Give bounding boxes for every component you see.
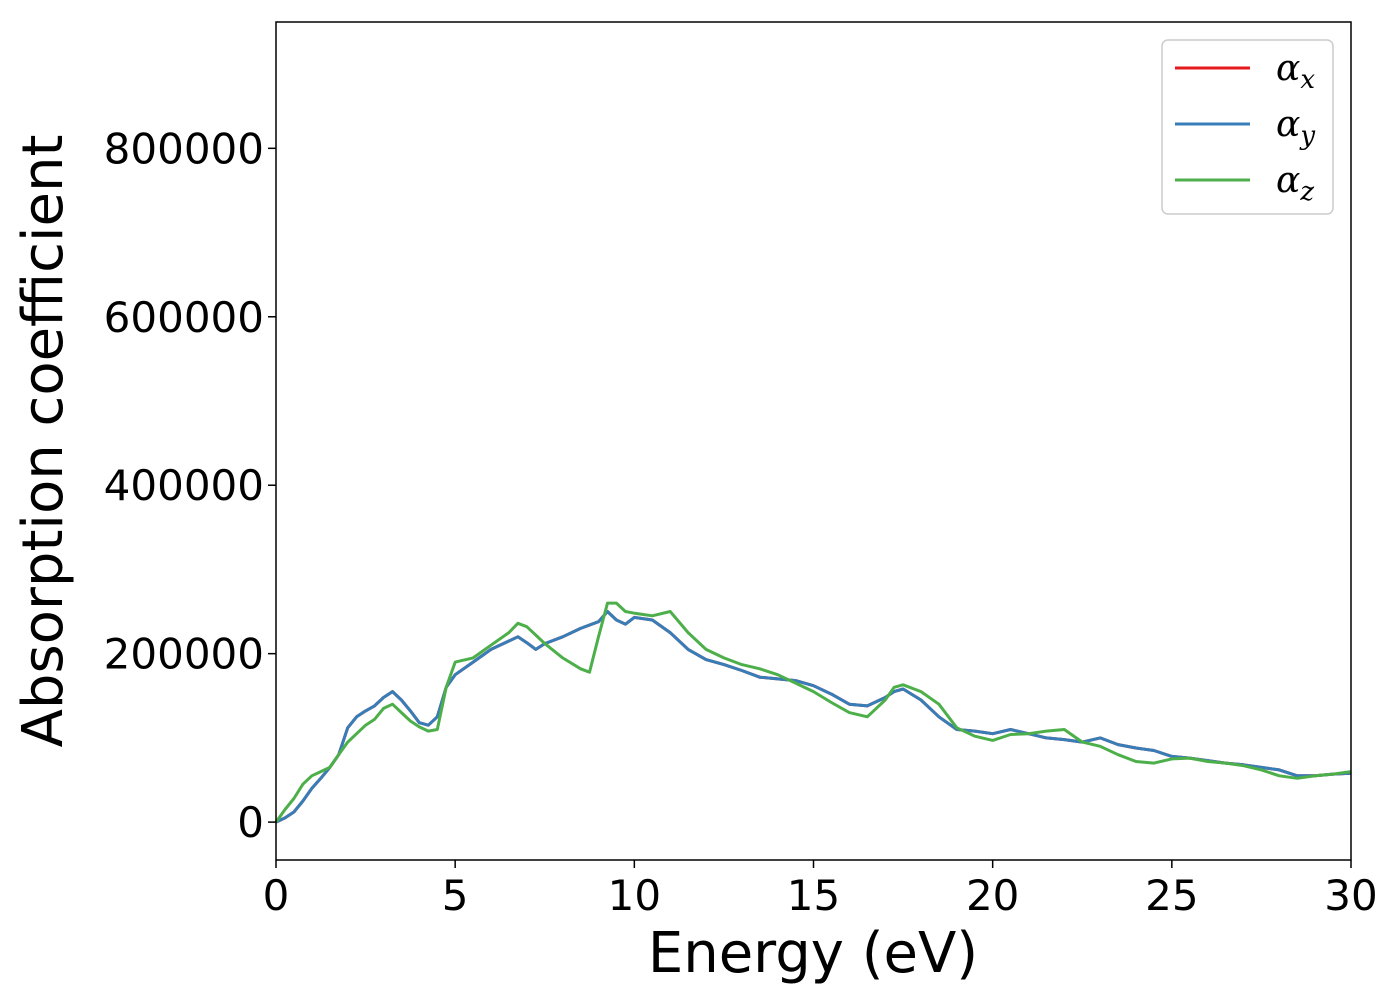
legend-label-x: αx [1276,48,1315,95]
y-axis-ticks: 0 200000 400000 600000 800000 [104,124,276,847]
legend-label-y: αy [1276,104,1315,151]
legend-box [1161,39,1334,215]
y-tick-label: 600000 [104,293,264,342]
series-line-y [275,610,1352,824]
y-tick-label: 800000 [104,124,264,173]
x-axis-ticks: 0 5 10 15 20 25 30 [263,860,1378,920]
y-tick-label: 400000 [104,461,264,510]
x-tick-label: 30 [1324,871,1377,920]
x-tick-label: 0 [263,871,290,920]
y-tick-label: 200000 [104,630,264,679]
x-tick-label: 25 [1145,871,1198,920]
y-axis-label: Absorption coefficient [11,135,76,748]
x-axis-label: Energy (eV) [648,921,978,986]
legend: αx αy αz [1161,39,1334,215]
x-tick-label: 5 [442,871,469,920]
series-layer [274,601,1352,824]
x-tick-label: 10 [608,871,661,920]
x-tick-label: 20 [966,871,1019,920]
y-tick-label: 0 [237,798,264,847]
x-tick-label: 15 [787,871,840,920]
series-line-z [274,601,1352,823]
legend-label-z: αz [1276,160,1314,207]
